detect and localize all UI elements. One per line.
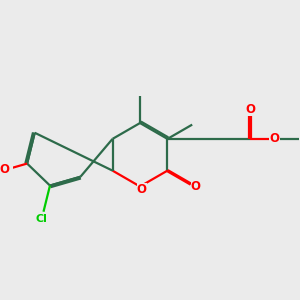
Text: O: O [0,164,10,176]
Text: O: O [270,132,280,146]
Text: O: O [245,103,255,116]
Text: O: O [191,181,201,194]
Text: O: O [136,182,147,196]
Text: Cl: Cl [36,214,48,224]
